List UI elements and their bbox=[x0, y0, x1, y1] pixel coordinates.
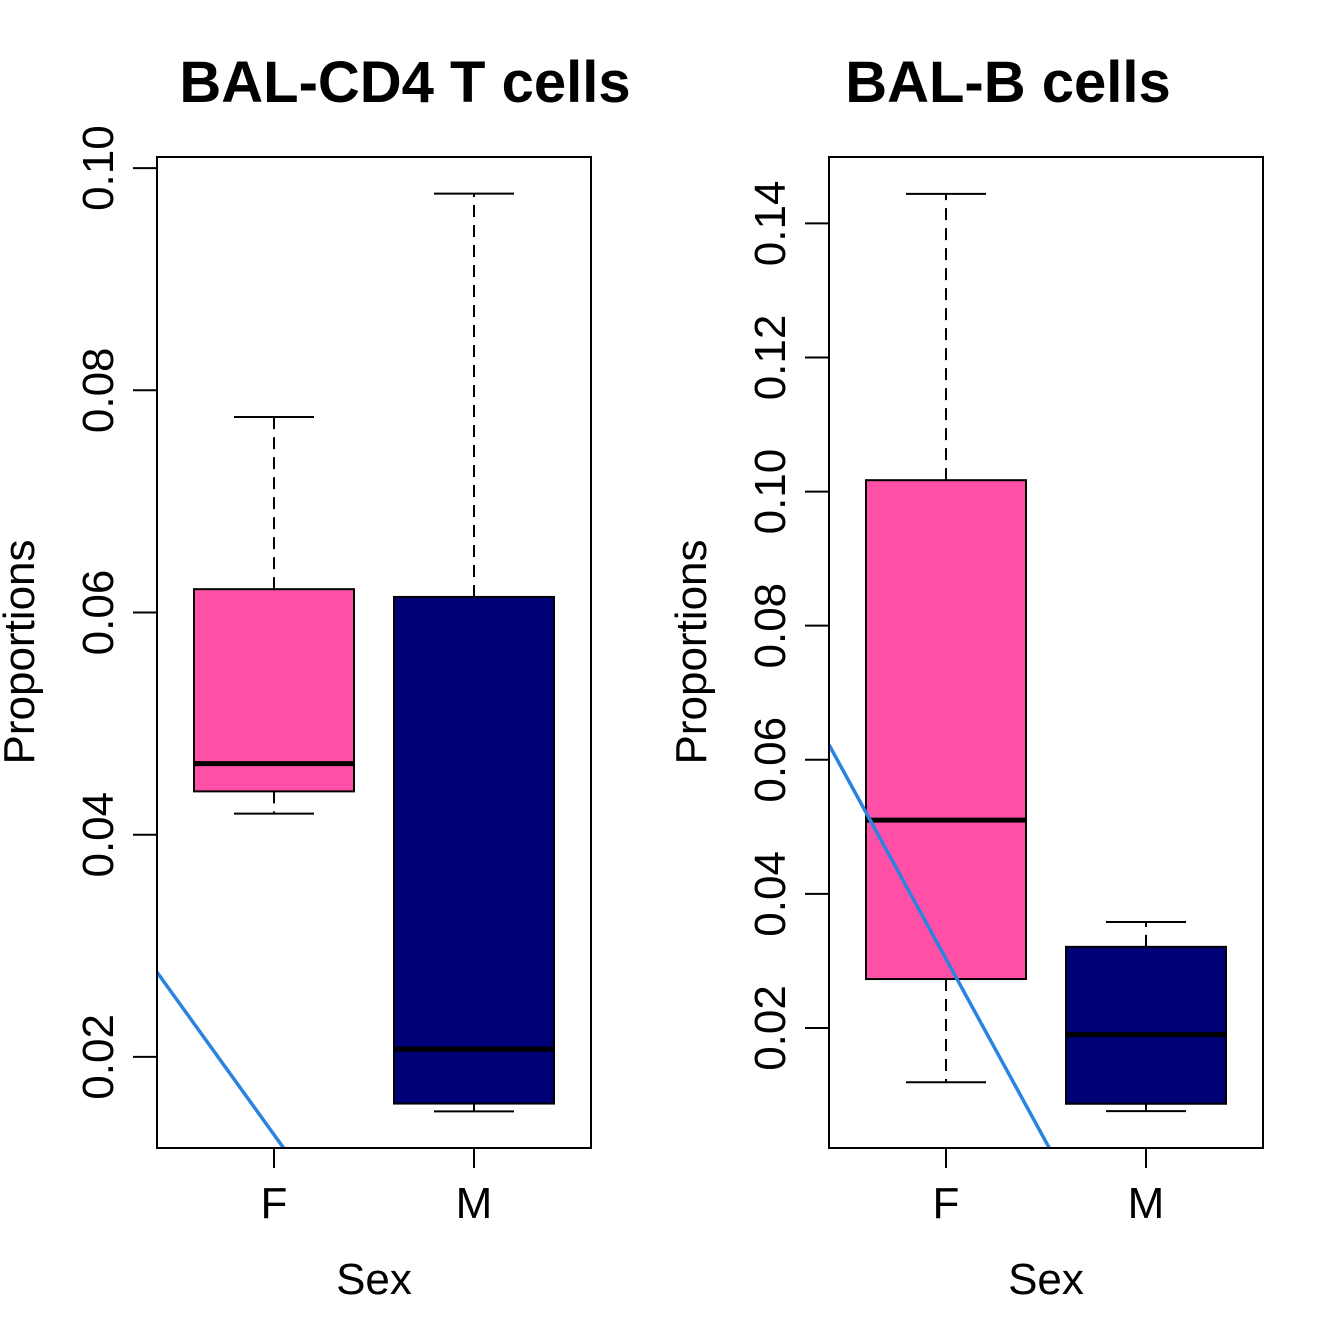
fit-line bbox=[157, 971, 286, 1148]
y-tick-label: 0.02 bbox=[74, 1014, 123, 1100]
y-tick-label: 0.06 bbox=[746, 717, 795, 803]
panel-bal-cd4-t-cells: BAL-CD4 T cells Sex Proportions 0.02 0.04… bbox=[0, 50, 631, 1304]
y-tick-label: 0.10 bbox=[746, 449, 795, 535]
y-tick-label: 0.08 bbox=[746, 583, 795, 669]
y-axis-label: Proportions bbox=[0, 539, 44, 764]
box-F bbox=[193, 415, 355, 815]
x-axis-label: Sex bbox=[336, 1255, 412, 1304]
x-axis-label: Sex bbox=[1008, 1255, 1084, 1304]
y-tick-label: 0.08 bbox=[74, 347, 123, 433]
y-axis-label: Proportions bbox=[667, 539, 716, 764]
x-tick-label: M bbox=[456, 1179, 493, 1228]
chart-title: BAL-CD4 T cells bbox=[179, 50, 630, 115]
y-tick-label: 0.02 bbox=[746, 985, 795, 1071]
panel-bal-b-cells: BAL-B cells Sex Proportions 0.02 0.04 0.06… bbox=[667, 50, 1264, 1304]
x-tick-label: F bbox=[261, 1179, 288, 1228]
x-tick-label: F bbox=[933, 1179, 960, 1228]
iqr-box bbox=[393, 595, 555, 1105]
box-F bbox=[865, 192, 1027, 1084]
y-tick-label: 0.04 bbox=[746, 851, 795, 937]
iqr-box bbox=[1065, 945, 1227, 1105]
box-M bbox=[1065, 921, 1227, 1113]
y-tick-label: 0.12 bbox=[746, 315, 795, 401]
fit-line bbox=[829, 743, 1052, 1148]
x-tick-label: M bbox=[1128, 1179, 1165, 1228]
y-tick-label: 0.04 bbox=[74, 792, 123, 878]
plot-frame bbox=[156, 156, 592, 1149]
y-tick-label: 0.06 bbox=[74, 570, 123, 656]
chart-title: BAL-B cells bbox=[845, 50, 1171, 115]
iqr-box bbox=[193, 588, 355, 793]
box-M bbox=[393, 192, 555, 1113]
y-tick-label: 0.14 bbox=[746, 181, 795, 267]
plot-frame bbox=[828, 156, 1264, 1149]
iqr-box bbox=[865, 479, 1027, 981]
y-tick-label: 0.10 bbox=[74, 125, 123, 211]
